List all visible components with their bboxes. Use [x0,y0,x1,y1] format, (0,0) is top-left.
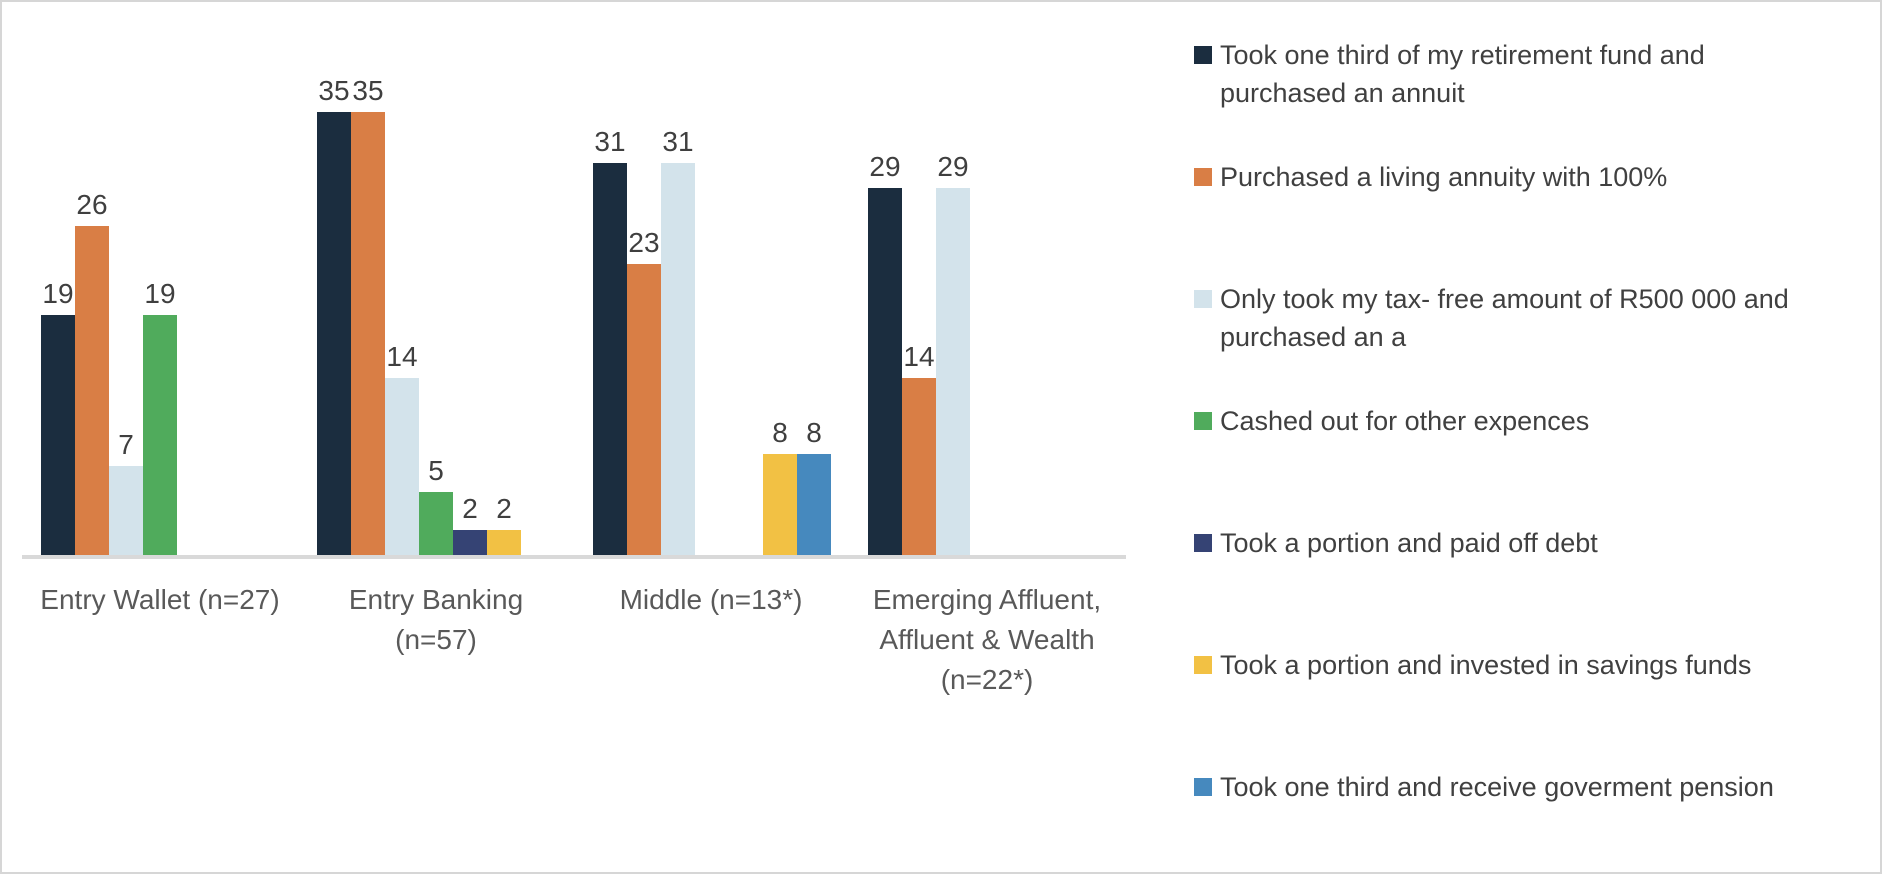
legend-item-1: Took one third of my retirement fund and… [1194,36,1820,112]
legend-item-6: Took a portion and invested in savings f… [1194,646,1820,684]
bar-6-cat-3 [763,454,797,555]
bar-5-cat-2 [453,530,487,555]
bar-3-cat-4 [936,188,970,555]
bar-3-cat-2 [385,378,419,555]
bar-value-label: 35 [318,75,350,106]
bar-2-cat-3 [627,264,661,555]
legend-swatch-icon [1194,534,1212,552]
bar-1-cat-4 [868,188,902,555]
legend-item-3: Only took my tax- free amount of R500 00… [1194,280,1820,356]
bar-value-label: 2 [462,493,478,524]
legend-item-5: Took a portion and paid off debt [1194,524,1820,562]
category-label-3: Middle (n=13*) [619,584,803,615]
bar-value-label: 8 [806,417,822,448]
bar-4-cat-1 [143,315,177,555]
bar-3-cat-3 [661,163,695,555]
bar-1-cat-1 [41,315,75,555]
bar-2-cat-1 [75,226,109,555]
bar-value-label: 31 [594,126,626,157]
bar-value-label: 31 [662,126,694,157]
category-label-4: Emerging Affluent, Affluent & Wealth (n=… [872,584,1102,695]
legend: Took one third of my retirement fund and… [1194,2,1874,872]
legend-label: Only took my tax- free amount of R500 00… [1220,284,1789,352]
bar-value-label: 14 [386,341,418,372]
legend-label: Took one third and receive goverment pen… [1220,772,1774,802]
bar-4-cat-2 [419,492,453,555]
bar-1-cat-2 [317,112,351,555]
legend-item-2: Purchased a living annuity with 100% [1194,158,1820,196]
legend-item-7: Took one third and receive goverment pen… [1194,768,1820,806]
category-label-1: Entry Wallet (n=27) [40,584,280,615]
legend-label: Purchased a living annuity with 100% [1220,162,1668,192]
bar-value-label: 19 [144,278,176,309]
bar-2-cat-4 [902,378,936,555]
bar-1-cat-3 [593,163,627,555]
bar-value-label: 29 [937,151,969,182]
plot-area: 19 26 7 19 Entry Wallet (n=27) 35 35 14 5 2 2 Entry… [2,2,1182,872]
legend-label: Cashed out for other expences [1220,406,1590,436]
bar-value-label: 2 [496,493,512,524]
legend-label: Took one third of my retirement fund and… [1220,40,1705,108]
legend-label: Took a portion and invested in savings f… [1220,650,1752,680]
legend-item-4: Cashed out for other expences [1194,402,1820,440]
x-axis-line [22,555,1126,559]
bar-value-label: 5 [428,455,444,486]
legend-swatch-icon [1194,412,1212,430]
legend-swatch-icon [1194,290,1212,308]
bar-value-label: 19 [42,278,74,309]
category-label-2: Entry Banking (n=57) [348,584,524,655]
bar-value-label: 29 [869,151,901,182]
bar-value-label: 14 [903,341,935,372]
bar-value-label: 26 [76,189,108,220]
bar-value-label: 7 [118,429,134,460]
bar-7-cat-3 [797,454,831,555]
bar-value-label: 35 [352,75,384,106]
legend-swatch-icon [1194,778,1212,796]
bar-6-cat-2 [487,530,521,555]
bar-value-label: 23 [628,227,660,258]
bar-3-cat-1 [109,466,143,555]
bar-value-label: 8 [772,417,788,448]
bar-2-cat-2 [351,112,385,555]
legend-swatch-icon [1194,46,1212,64]
legend-swatch-icon [1194,168,1212,186]
legend-swatch-icon [1194,656,1212,674]
legend-label: Took a portion and paid off debt [1220,528,1598,558]
